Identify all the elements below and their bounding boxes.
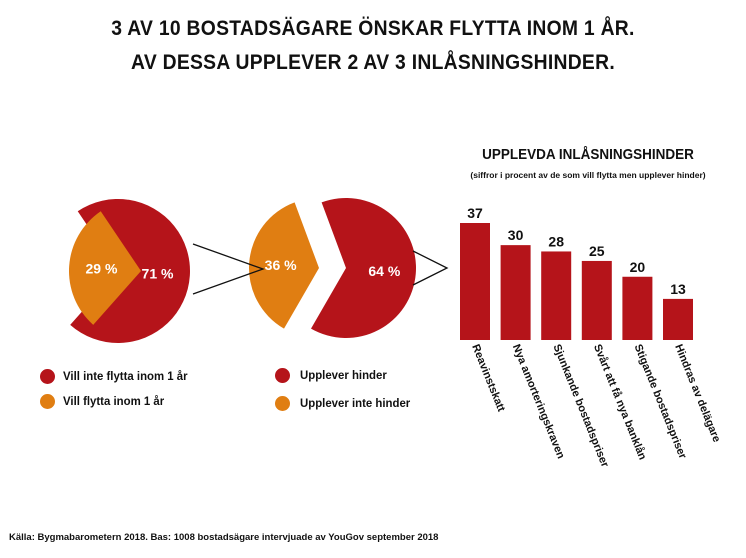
headline-line-2: AV DESSA UPPLEVER 2 AV 3 INLÅSNINGSHINDE… [131, 51, 615, 74]
legend-item: Vill inte flytta inom 1 år [63, 369, 188, 383]
bar-value-label: 25 [589, 243, 605, 259]
pie-slice-label: 36 % [265, 257, 297, 273]
legend-item: Upplever inte hinder [300, 396, 411, 410]
pie-slice-label: 29 % [86, 260, 118, 276]
bar [663, 298, 693, 340]
pie-slice [248, 202, 319, 329]
headline-line-1: 3 AV 10 BOSTADSÄGARE ÖNSKAR FLYTTA INOM … [111, 17, 635, 40]
bar-chart-subtitle: (siffror i procent av de som vill flytta… [470, 170, 706, 180]
legend-item: Upplever hinder [300, 368, 387, 382]
bar-category-label: Hindras av delägare [672, 343, 722, 444]
bar-value-label: 37 [467, 205, 483, 221]
bar-value-label: 20 [630, 259, 646, 275]
bar-value-label: 30 [508, 227, 524, 243]
arrow-connector-1 [192, 243, 265, 295]
legend-swatch-red [275, 368, 290, 383]
bar-chart-title: UPPLEVDA INLÅSNINGSHINDER [482, 146, 694, 163]
source-note: Källa: Bygmabarometern 2018. Bas: 1008 b… [9, 532, 439, 543]
arrow-connector-2 [412, 250, 449, 286]
bar-category-label: Reavinstskatt [469, 343, 507, 414]
bar [500, 245, 531, 340]
bar [622, 276, 653, 340]
pie-slice-label: 71 % [142, 266, 174, 282]
legend-swatch-red [40, 369, 55, 384]
bar [581, 260, 612, 340]
legend-swatch-orange [275, 396, 290, 411]
bar [460, 223, 490, 340]
bar-value-label: 13 [670, 281, 686, 297]
legend-item: Vill flytta inom 1 år [63, 394, 165, 408]
pie-slice-label: 64 % [368, 263, 400, 279]
pie-slice [69, 211, 141, 325]
bar-value-label: 28 [548, 233, 564, 249]
pie-slice [311, 197, 417, 339]
legend-swatch-orange [40, 394, 55, 409]
bar [541, 251, 572, 340]
